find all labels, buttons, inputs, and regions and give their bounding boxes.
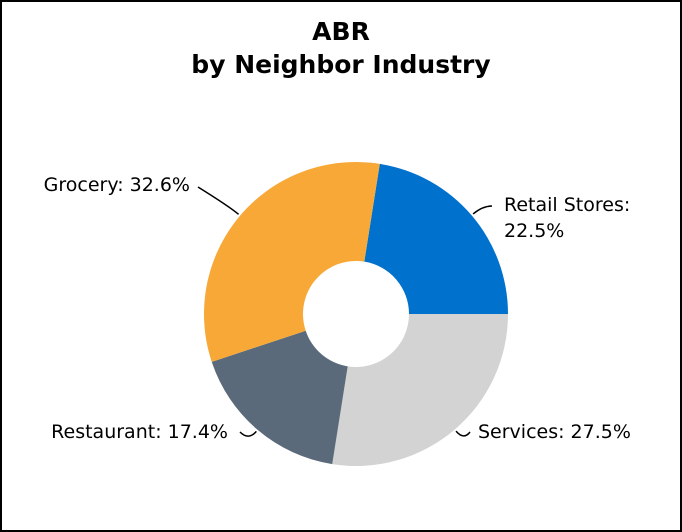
- donut-slice: [211, 330, 348, 465]
- chart-title: ABR: [312, 17, 370, 46]
- leader-line: [239, 430, 257, 437]
- data-label: Services: 27.5%: [478, 421, 631, 443]
- leader-line: [455, 430, 471, 437]
- chart-subtitle: by Neighbor Industry: [191, 50, 490, 79]
- donut-slice: [203, 161, 380, 362]
- donut-slice: [364, 163, 508, 314]
- leader-line: [472, 205, 493, 215]
- data-label: Grocery: 32.6%: [43, 174, 190, 196]
- donut-slice: [332, 314, 508, 467]
- data-label: Retail Stores: 22.5%: [504, 194, 631, 242]
- leader-line: [197, 186, 240, 215]
- data-label: Restaurant: 17.4%: [51, 421, 228, 443]
